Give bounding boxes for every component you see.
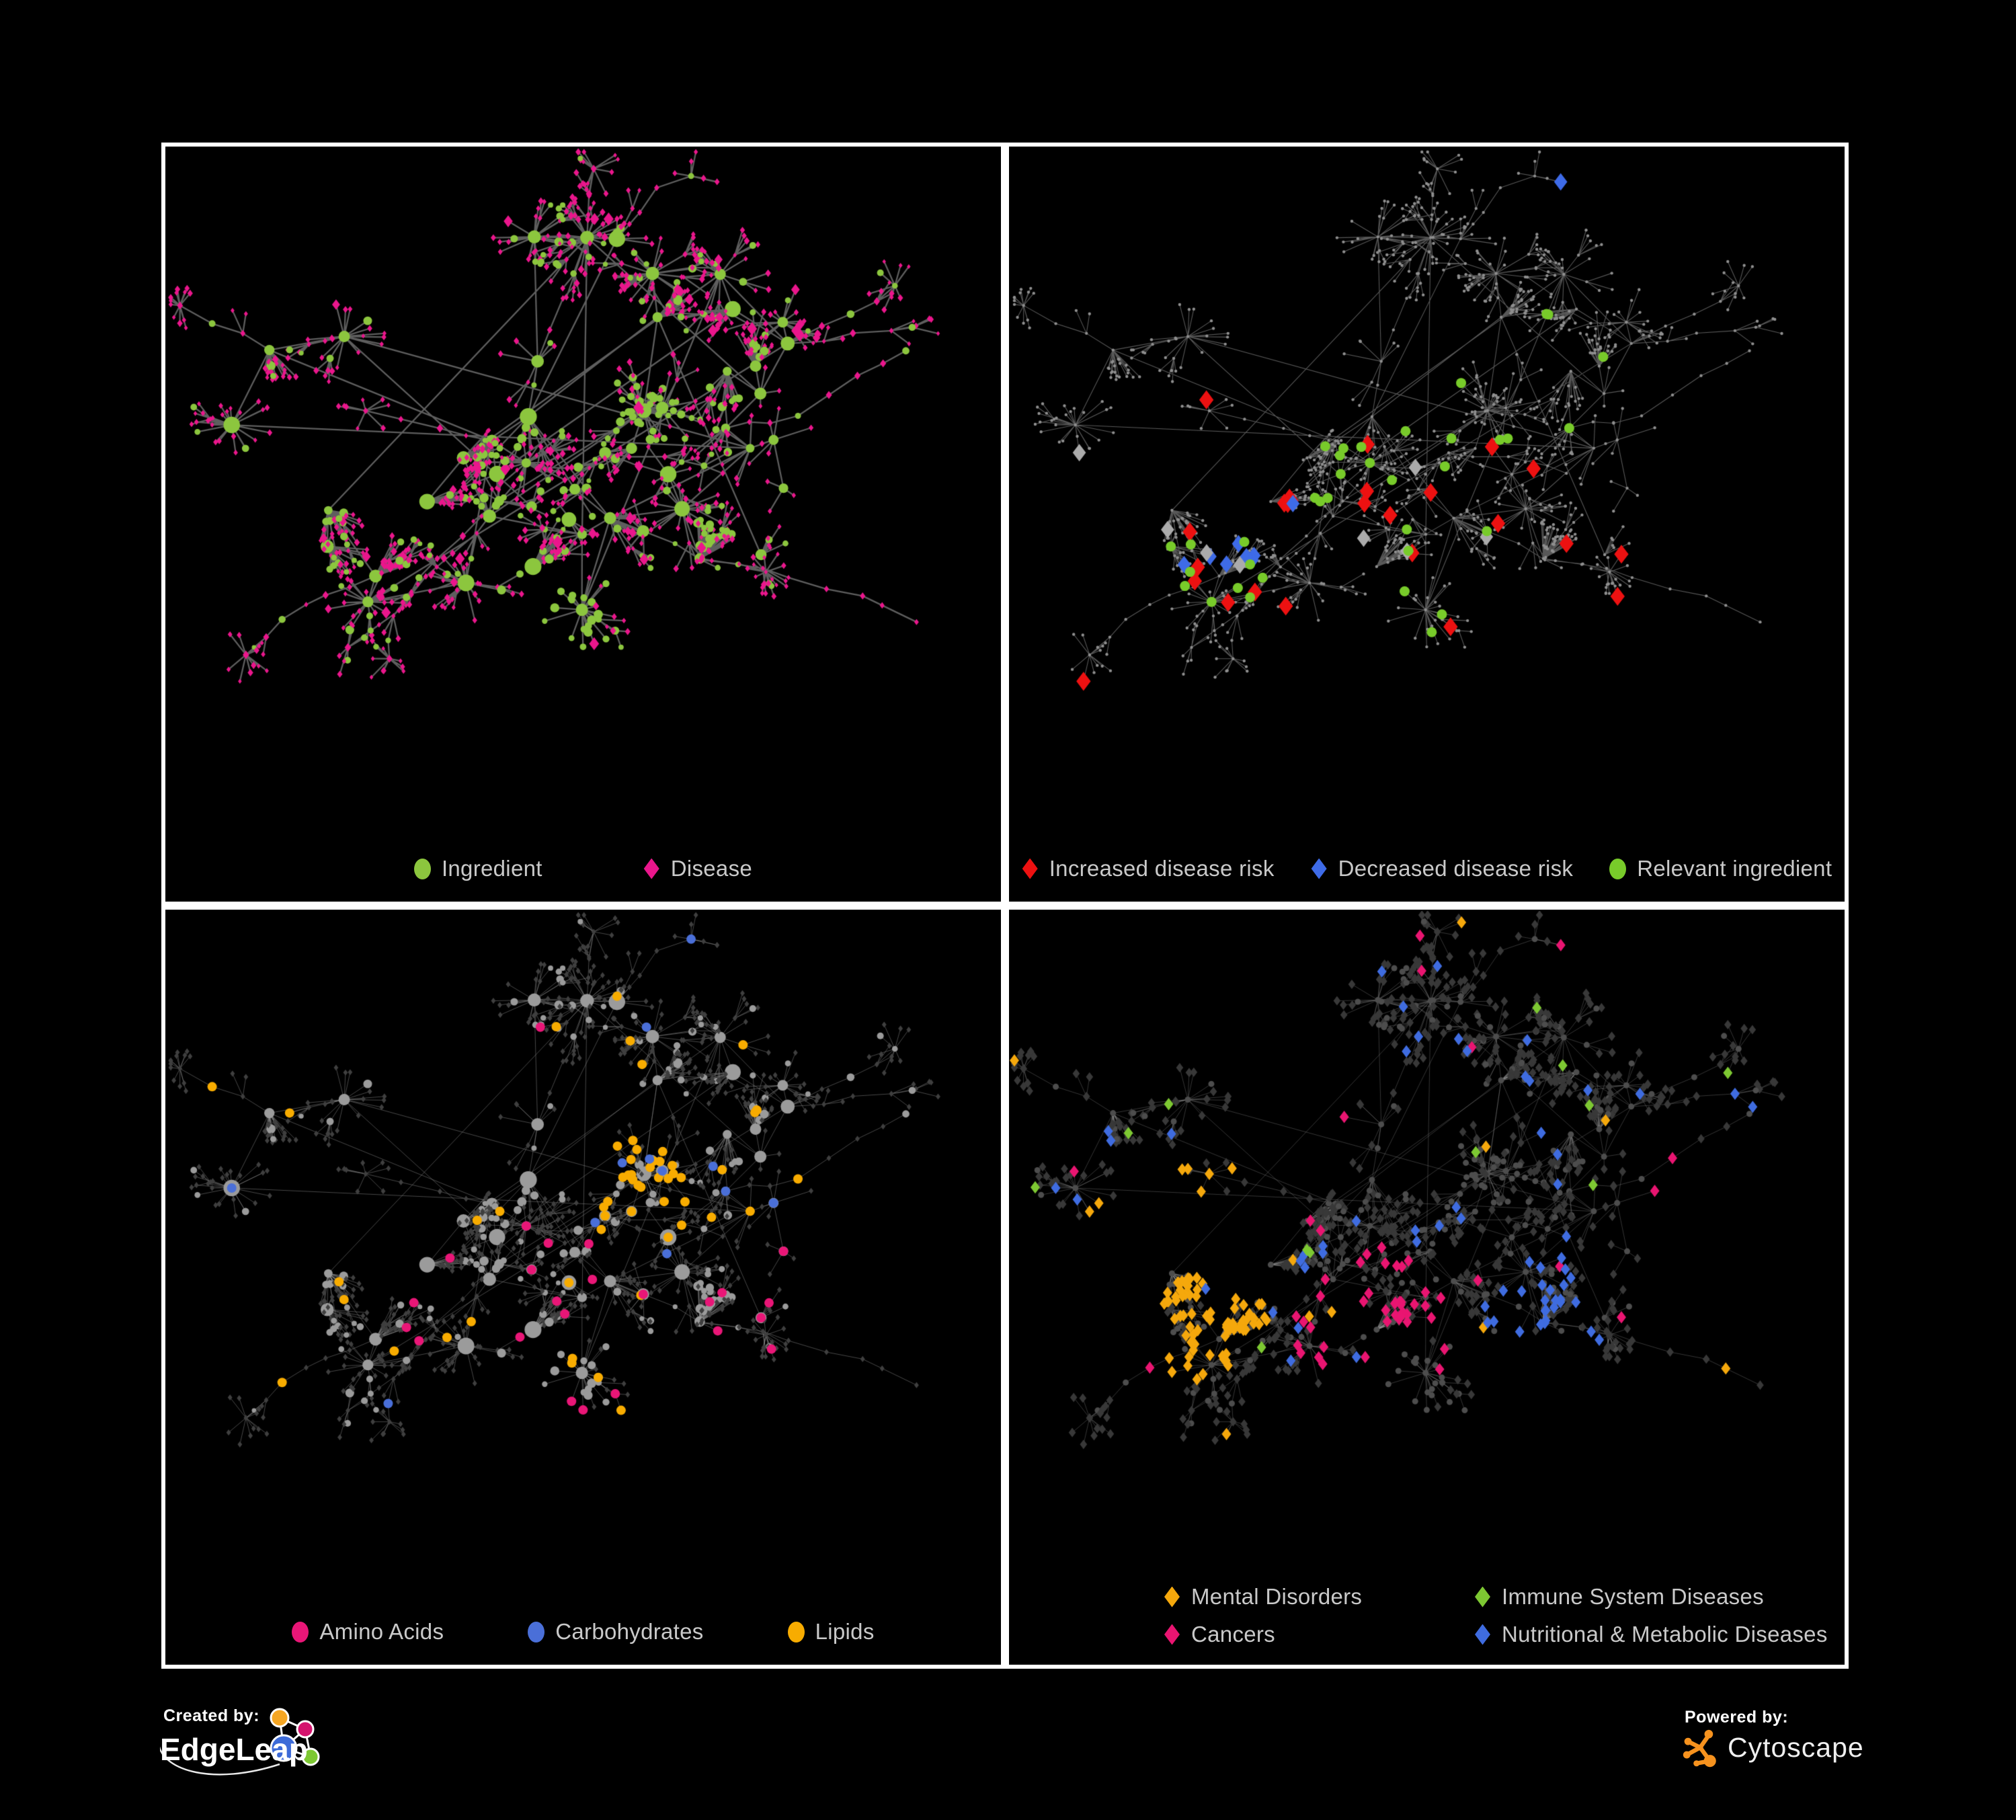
- legend-nutrient-classes: Amino Acids Carbohydrates Lipids: [165, 1619, 1001, 1645]
- legend-label-cancers: Cancers: [1191, 1622, 1275, 1647]
- edgeleap-wordmark: EdgeLeap: [160, 1732, 308, 1767]
- legend-item-immune-system-diseases: Immune System Diseases: [1474, 1584, 1828, 1610]
- legend-item-decreased-risk: Decreased disease risk: [1311, 856, 1574, 881]
- carbohydrates-legend-marker-icon: [528, 1621, 545, 1643]
- panel-disease-classes: Mental Disorders Immune System Diseases …: [1005, 906, 1849, 1669]
- created-by-label: Created by:: [163, 1706, 260, 1725]
- panel-nutrient-classes: Amino Acids Carbohydrates Lipids: [161, 906, 1005, 1669]
- legend-label-ingredient: Ingredient: [441, 856, 542, 881]
- legend-item-amino-acids: Amino Acids: [292, 1619, 444, 1645]
- legend-label-relevant-ingredient: Relevant ingredient: [1637, 856, 1832, 881]
- nutritional-metabolic-diseases-legend-marker-icon: [1475, 1624, 1490, 1645]
- panel-grid: Ingredient Disease Increased disease ris…: [161, 143, 1849, 1669]
- immune-system-diseases-legend-marker-icon: [1475, 1586, 1490, 1608]
- ingredient-legend-marker-icon: [413, 858, 431, 879]
- legend-label-immune-system-diseases: Immune System Diseases: [1502, 1584, 1764, 1609]
- cancers-legend-marker-icon: [1164, 1624, 1180, 1645]
- legend-item-carbohydrates: Carbohydrates: [528, 1619, 703, 1645]
- legend-item-cancers: Cancers: [1164, 1622, 1474, 1647]
- ingredient-disease-network-canvas: [165, 147, 1001, 902]
- edgeleap-green-node-icon: [301, 1747, 320, 1766]
- edgeleap-logo: EdgeLeap: [160, 1708, 320, 1776]
- edgeleap-swoosh: [160, 1745, 280, 1776]
- legend-label-carbohydrates: Carbohydrates: [555, 1619, 704, 1644]
- lipids-legend-marker-icon: [787, 1621, 805, 1643]
- legend-item-relevant-ingredient: Relevant ingredient: [1609, 856, 1832, 881]
- legend-label-mental-disorders: Mental Disorders: [1191, 1584, 1363, 1609]
- edgeleap-magenta-node-icon: [296, 1720, 315, 1739]
- amino-acids-legend-marker-icon: [292, 1621, 309, 1643]
- mental-disorders-legend-marker-icon: [1164, 1586, 1180, 1608]
- legend-label-amino-acids: Amino Acids: [319, 1619, 444, 1644]
- legend-item-nutritional-metabolic-diseases: Nutritional & Metabolic Diseases: [1474, 1622, 1828, 1647]
- edgeleap-blue-node-icon: [270, 1734, 298, 1762]
- powered-by-label: Powered by:: [1685, 1708, 1789, 1727]
- legend-label-disease: Disease: [670, 856, 753, 881]
- relevant-ingredient-legend-marker-icon: [1609, 858, 1627, 879]
- legend-item-lipids: Lipids: [787, 1619, 875, 1645]
- legend-disease-risk: Increased disease risk Decreased disease…: [1009, 856, 1845, 881]
- legend-item-increased-risk: Increased disease risk: [1022, 856, 1275, 881]
- legend-item-ingredient: Ingredient: [413, 856, 542, 881]
- edgeleap-orange-node-icon: [270, 1708, 290, 1728]
- legend-label-increased-risk: Increased disease risk: [1049, 856, 1275, 881]
- panel-disease-risk: Increased disease risk Decreased disease…: [1005, 143, 1849, 906]
- legend-disease-classes: Mental Disorders Immune System Diseases …: [1164, 1584, 1828, 1647]
- decreased-risk-legend-marker-icon: [1311, 858, 1327, 879]
- increased-risk-legend-marker-icon: [1022, 858, 1038, 879]
- cytoscape-logo-icon: [1683, 1729, 1716, 1768]
- legend-item-disease: Disease: [643, 856, 752, 881]
- legend-label-decreased-risk: Decreased disease risk: [1338, 856, 1574, 881]
- nutrient-class-network-canvas: [165, 910, 1001, 1665]
- panel-ingredient-disease: Ingredient Disease: [161, 143, 1005, 906]
- legend-ingredient-disease: Ingredient Disease: [165, 856, 1001, 881]
- disease-risk-network-canvas: [1009, 147, 1845, 902]
- legend-label-nutritional-metabolic-diseases: Nutritional & Metabolic Diseases: [1502, 1622, 1828, 1647]
- disease-class-network-canvas: [1009, 910, 1845, 1665]
- disease-legend-marker-icon: [643, 858, 659, 879]
- cytoscape-wordmark: Cytoscape: [1728, 1732, 1864, 1763]
- legend-item-mental-disorders: Mental Disorders: [1164, 1584, 1474, 1610]
- legend-label-lipids: Lipids: [815, 1619, 875, 1644]
